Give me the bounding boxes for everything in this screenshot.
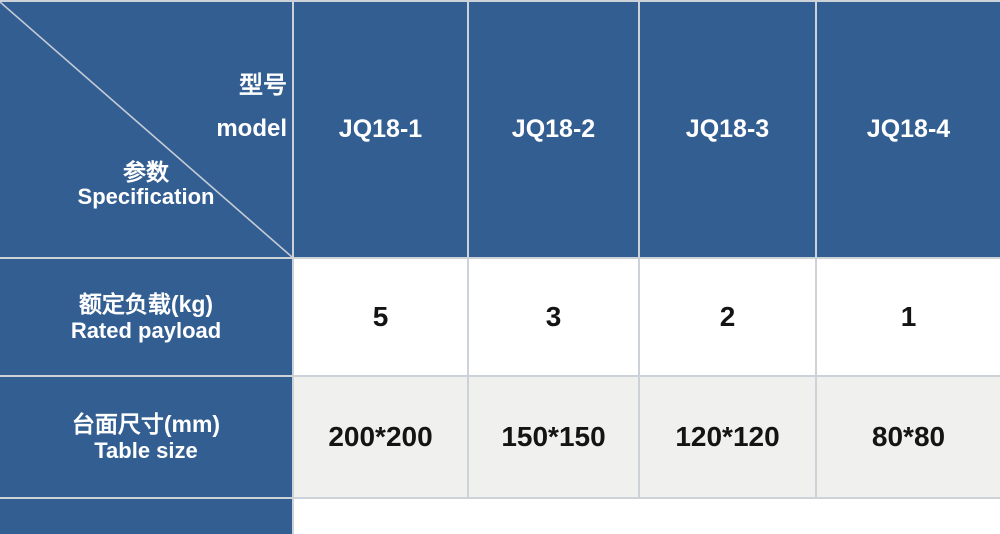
row-label-rated-payload: 额定负载(kg) Rated payload [0, 259, 292, 375]
column-header-jq18-2: JQ18-2 [469, 2, 638, 257]
value-table-size-jq18-2: 150*150 [469, 377, 638, 497]
row-label-table-size: 台面尺寸(mm) Table size [0, 377, 292, 497]
value-table-size-jq18-1: 200*200 [294, 377, 467, 497]
value-rated-payload-jq18-4: 1 [817, 259, 1000, 375]
value-rated-payload-jq18-2: 3 [469, 259, 638, 375]
column-header-jq18-3: JQ18-3 [640, 2, 815, 257]
corner-spec-en: Specification [77, 184, 215, 210]
value-table-size-jq18-3: 120*120 [640, 377, 815, 497]
diagonal-divider-line [0, 2, 292, 257]
value-rated-payload-jq18-1: 5 [294, 259, 467, 375]
corner-model-label: 型号 model [216, 72, 287, 142]
corner-model-zh: 型号 [239, 72, 287, 99]
corner-header-cell: 型号 model 参数 Specification [0, 2, 292, 257]
column-header-jq18-1: JQ18-1 [294, 2, 467, 257]
row-label-rated-payload-zh: 额定负载(kg) [78, 290, 214, 317]
row-label-partial [0, 499, 292, 534]
row-label-table-size-zh: 台面尺寸(mm) [71, 410, 221, 437]
column-header-jq18-4: JQ18-4 [817, 2, 1000, 257]
value-table-size-jq18-4: 80*80 [817, 377, 1000, 497]
value-rated-payload-jq18-3: 2 [640, 259, 815, 375]
corner-model-en: model [216, 114, 287, 142]
corner-spec-zh: 参数 [123, 159, 169, 185]
row-label-table-size-en: Table size [94, 437, 198, 463]
row-label-rated-payload-en: Rated payload [70, 317, 222, 343]
row-partial-values [294, 499, 1000, 534]
corner-spec-label: 参数 Specification [0, 159, 292, 210]
